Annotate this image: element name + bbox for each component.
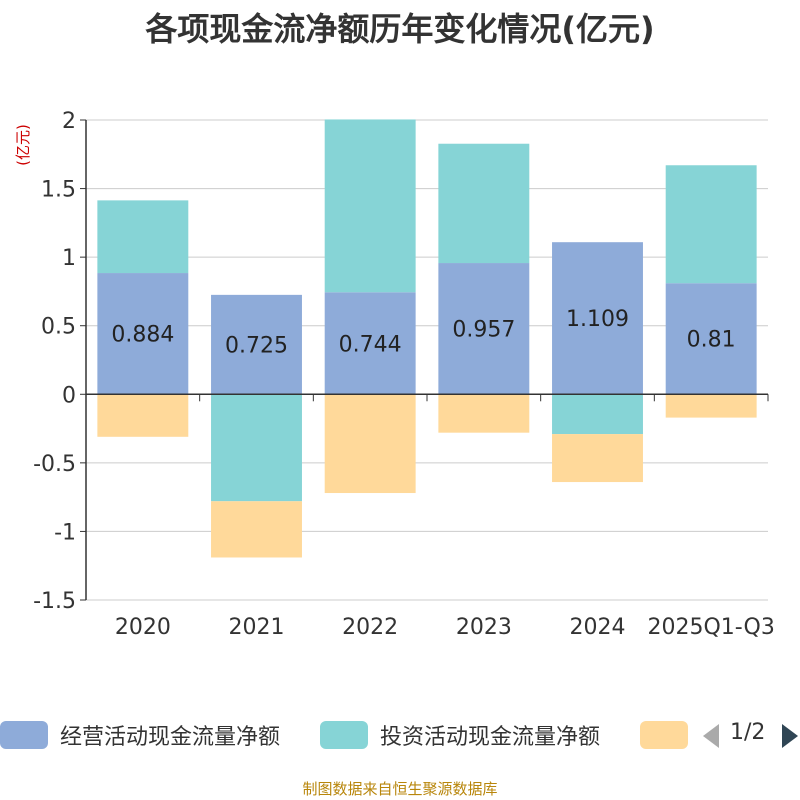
data-label-s0-2025Q1-Q3: 0.81 xyxy=(687,328,736,353)
bar-s2-2024 xyxy=(552,434,643,483)
legend-label-investing: 投资活动现金流量净额 xyxy=(380,725,601,750)
data-label-s0-2020: 0.884 xyxy=(111,323,174,348)
bar-s0-2020 xyxy=(97,273,189,395)
y-tick-label-5: -0.5 xyxy=(33,452,76,477)
bar-s2-2021 xyxy=(211,501,302,558)
legend-swatch-investing xyxy=(320,721,368,749)
x-tick-label-2024: 2024 xyxy=(570,615,626,640)
bar-s0-2021 xyxy=(211,294,302,395)
y-tick-label-6: -1 xyxy=(54,520,76,545)
bar-layer xyxy=(97,119,757,558)
bar-s2-2022 xyxy=(324,394,416,494)
data-label-s0-2024: 1.109 xyxy=(566,307,629,332)
bar-s2-2025Q1-Q3 xyxy=(665,394,757,418)
y-tick-label-3: 0.5 xyxy=(41,315,76,340)
axis-layer xyxy=(80,119,769,601)
x-tick-label-2025Q1-Q3: 2025Q1-Q3 xyxy=(647,615,774,640)
bar-s0-2022 xyxy=(324,292,416,395)
legend-prev-arrow-icon[interactable] xyxy=(703,724,719,748)
bar-s2-2023 xyxy=(438,394,530,433)
x-tick-label-2022: 2022 xyxy=(342,615,398,640)
data-label-s0-2021: 0.725 xyxy=(225,334,288,359)
grid-layer xyxy=(86,119,768,601)
y-tick-label-4: 0 xyxy=(62,383,76,408)
bar-s1-2021 xyxy=(211,394,302,502)
y-tick-label-1: 1.5 xyxy=(41,178,76,203)
legend-swatch-financing xyxy=(640,721,688,749)
legend-swatch-operating xyxy=(0,721,48,749)
source-note: 制图数据来自恒生聚源数据库 xyxy=(302,780,498,798)
bar-s1-2025Q1-Q3 xyxy=(665,165,757,284)
chart-title: 各项现金流净额历年变化情况(亿元) xyxy=(145,10,655,48)
x-tick-label-2021: 2021 xyxy=(229,615,285,640)
label-layer: 2 1.5 1 0.5 0 -0.5 -1 -1.5 0.884 0.725 0.744 0.957 1… xyxy=(14,109,775,640)
bar-s1-2020 xyxy=(97,200,189,274)
x-tick-label-2023: 2023 xyxy=(456,615,512,640)
legend: 经营活动现金流量净额 投资活动现金流量净额 1/2 xyxy=(0,715,800,755)
data-label-s0-2023: 0.957 xyxy=(452,318,515,343)
bar-s0-2024 xyxy=(552,242,643,395)
bar-s1-2023 xyxy=(438,143,530,264)
y-tick-label-2: 1 xyxy=(62,246,76,271)
data-label-s0-2022: 0.744 xyxy=(339,332,402,357)
legend-next-arrow-icon[interactable] xyxy=(782,724,798,748)
bar-s1-2022 xyxy=(324,119,416,293)
y-tick-label-7: -1.5 xyxy=(33,589,76,614)
bar-s2-2020 xyxy=(97,394,189,437)
legend-label-operating: 经营活动现金流量净额 xyxy=(60,725,281,750)
bar-s1-2024 xyxy=(552,394,643,435)
y-tick-label-0: 2 xyxy=(62,109,76,134)
y-axis-unit-label: (亿元) xyxy=(14,124,32,166)
bar-s0-2025Q1-Q3 xyxy=(665,283,757,395)
bar-s0-2023 xyxy=(438,263,530,395)
x-tick-label-2020: 2020 xyxy=(115,615,171,640)
legend-page-indicator: 1/2 xyxy=(730,720,766,745)
